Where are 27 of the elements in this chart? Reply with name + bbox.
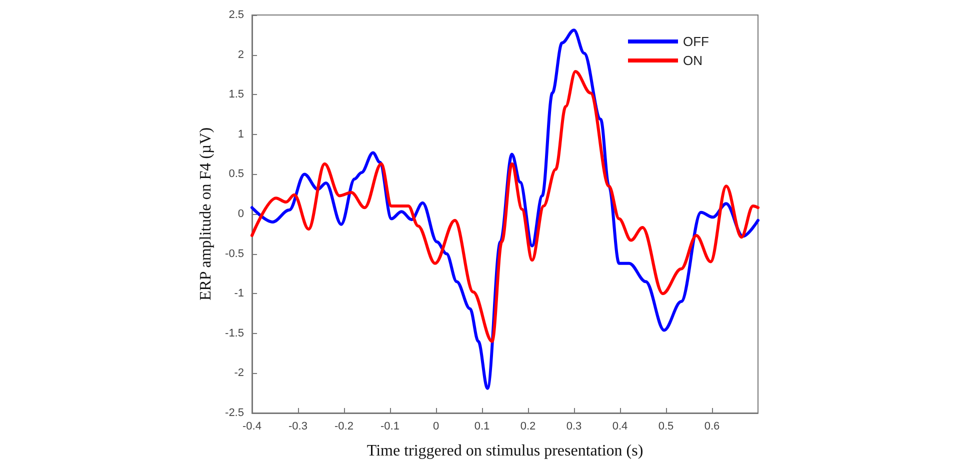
legend-label: OFF	[683, 34, 710, 49]
legend-label: ON	[683, 53, 703, 68]
y-tick-label: -2	[234, 367, 244, 380]
y-tick-label: -2.5	[225, 407, 244, 419]
y-tick-label: 2	[238, 48, 244, 61]
x-tick-label: 0.5	[658, 420, 674, 432]
x-tick-label: -0.3	[288, 420, 308, 432]
x-tick-label: 0.3	[566, 420, 582, 432]
y-tick-label: 0.5	[228, 168, 244, 180]
x-tick-label: 0.2	[520, 420, 536, 432]
y-tick-label: -1.5	[225, 327, 244, 340]
x-tick-label: 0	[432, 420, 440, 432]
x-tick-label: 0.4	[612, 420, 628, 432]
y-tick-label: -0.5	[225, 248, 244, 260]
x-tick-label: 0.1	[474, 420, 490, 432]
y-tick-label: 2.5	[228, 9, 244, 21]
x-tick-label: 0.6	[704, 420, 720, 432]
x-tick-label: -0.4	[242, 420, 262, 432]
y-tick-label: 0	[238, 208, 244, 220]
line-series	[250, 70, 760, 343]
y-tick-label: -1	[234, 288, 244, 300]
x-axis-title: Time triggered on stimulus presentation (s)	[366, 442, 644, 460]
y-tick-label: 1.5	[228, 88, 244, 101]
y-axis-title: ERP amplitude on F4 (µV)	[198, 127, 215, 301]
x-tick-label: -0.2	[334, 420, 354, 432]
y-tick-label: 1	[238, 128, 244, 140]
x-tick-label: -0.1	[380, 420, 400, 432]
